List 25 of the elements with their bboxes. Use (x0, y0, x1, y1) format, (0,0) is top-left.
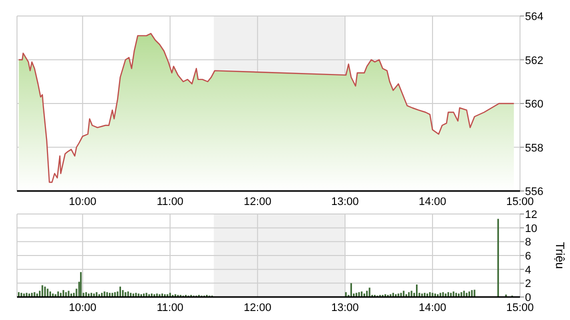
x-tick-label: 10:00 (68, 196, 96, 208)
x-tick-label: 11:00 (156, 196, 184, 208)
y-tick-label: 2 (525, 278, 532, 290)
y-tick-label: 8 (525, 236, 532, 249)
y-tick-label: 10 (525, 222, 538, 235)
x-tick-label: 15:00 (506, 196, 534, 208)
x-tick-label: 10:00 (68, 302, 96, 314)
y-tick-label: 558 (525, 142, 544, 154)
y-tick-label: 562 (525, 54, 544, 67)
x-tick-label: 13:00 (331, 196, 359, 208)
y-tick-label: 4 (525, 264, 532, 276)
x-tick-label: 14:00 (418, 302, 446, 314)
y-tick-label: 12 (525, 209, 538, 221)
x-tick-label: 14:00 (418, 196, 446, 208)
x-tick-label: 13:00 (331, 302, 359, 314)
x-tick-label: 11:00 (156, 302, 184, 314)
x-tick-label: 12:00 (244, 302, 272, 314)
y-tick-label: 0 (525, 292, 532, 304)
y-axis-title: Triệu (553, 242, 567, 269)
x-tick-label: 15:00 (506, 302, 534, 314)
x-tick-label: 12:00 (244, 196, 272, 208)
y-tick-label: 564 (525, 11, 544, 23)
y-tick-label: 6 (525, 250, 532, 262)
y-tick-label: 556 (525, 186, 544, 198)
y-tick-label: 560 (525, 98, 544, 110)
